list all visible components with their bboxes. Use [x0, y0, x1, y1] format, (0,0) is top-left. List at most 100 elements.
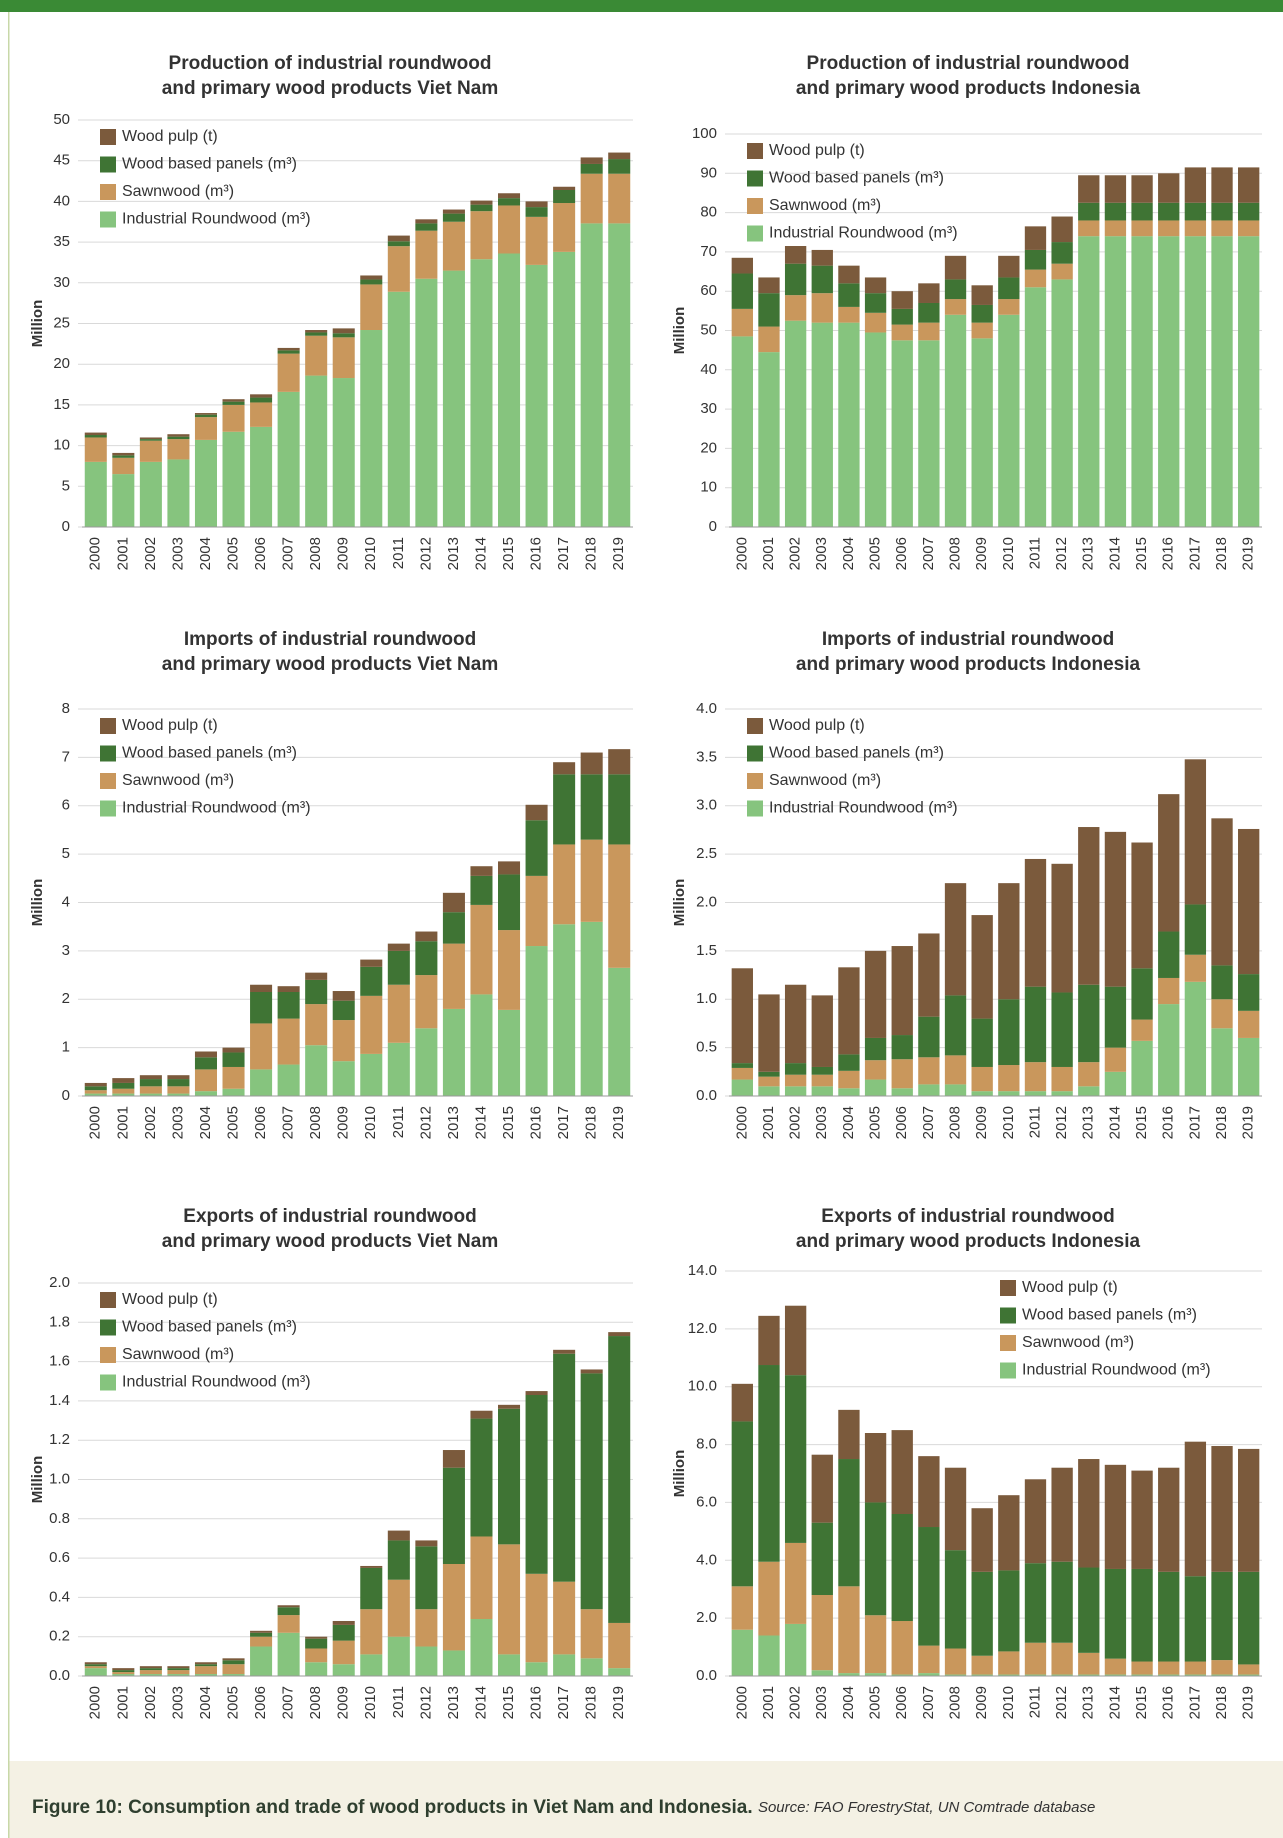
bar-segment: [442, 1563, 465, 1651]
bar-segment: [971, 1018, 993, 1067]
x-tick-label: 2000: [87, 1106, 104, 1139]
bar-segment: [112, 1082, 135, 1089]
x-tick-label: 2014: [472, 537, 489, 570]
bar-segment: [971, 304, 993, 323]
bar-segment: [415, 931, 438, 942]
bar-segment: [360, 1609, 383, 1655]
legend-swatch: [100, 745, 116, 762]
bar-segment: [332, 333, 355, 338]
bar-segment: [84, 437, 107, 462]
y-tick-label: 90: [700, 164, 717, 181]
bar-segment: [1051, 279, 1073, 527]
y-tick-label: 50: [700, 321, 717, 338]
bar-segment: [470, 211, 493, 260]
bar-segment: [525, 804, 548, 821]
x-tick-label: 2000: [733, 537, 750, 570]
bar-segment: [758, 277, 780, 294]
bar-segment: [277, 1018, 300, 1065]
bar-segment: [498, 861, 521, 875]
x-tick-label: 2004: [197, 1106, 214, 1139]
bar-segment: [1131, 1661, 1153, 1675]
bar-segment: [525, 1395, 548, 1574]
legend-swatch: [100, 773, 116, 789]
y-axis-label: Million: [29, 300, 46, 348]
x-tick-label: 2016: [1160, 537, 1177, 570]
bar-segment: [971, 1091, 993, 1096]
bar-segment: [998, 1091, 1020, 1096]
bar-segment: [1184, 1441, 1207, 1577]
y-tick-label: 10: [53, 437, 70, 454]
bar-segment: [1184, 981, 1207, 1096]
legend-swatch: [100, 1292, 116, 1308]
bar-segment: [1104, 220, 1127, 237]
x-tick-label: 2005: [224, 1106, 241, 1139]
bar-segment: [731, 1067, 753, 1080]
bar-segment: [608, 173, 631, 224]
y-tick-label: 40: [53, 192, 70, 209]
bar-segment: [1024, 287, 1047, 527]
x-tick-label: 2002: [787, 1106, 804, 1139]
bar-segment: [944, 279, 967, 300]
bar-segment: [498, 1544, 521, 1655]
bar-segment: [811, 1670, 833, 1676]
legend-label: Wood based panels (m³): [122, 156, 297, 173]
bar-segment: [387, 241, 410, 247]
y-tick-label: 30: [53, 274, 70, 291]
y-tick-label: 2: [62, 990, 70, 1007]
y-tick-label: 1.0: [696, 990, 717, 1007]
x-tick-label: 2011: [1026, 1686, 1043, 1718]
bar-segment: [112, 452, 135, 456]
bar-segment: [1238, 236, 1260, 527]
bar-segment: [305, 1638, 328, 1649]
bar-segment: [525, 820, 548, 876]
bar-segment: [1238, 202, 1260, 221]
bar-segment: [608, 1336, 631, 1623]
bar-segment: [811, 1522, 833, 1595]
bar-segment: [553, 190, 576, 204]
x-tick-label: 2006: [893, 537, 910, 570]
bar-segment: [838, 1586, 860, 1674]
bar-segment: [139, 1079, 162, 1087]
bar-segment: [277, 986, 300, 992]
bar-segment: [784, 246, 807, 264]
bar-segment: [525, 946, 548, 1096]
bar-segment: [838, 283, 860, 307]
bar-segment: [387, 1540, 410, 1580]
bar-segment: [112, 1088, 135, 1094]
bar-segment: [112, 1670, 135, 1673]
bar-segment: [998, 883, 1020, 1000]
bar-segment: [1211, 818, 1233, 966]
bar-segment: [1238, 828, 1260, 975]
x-tick-label: 2009: [335, 1106, 352, 1139]
chart-title: and primary wood products Viet Nam: [162, 1231, 498, 1252]
bar-segment: [332, 1061, 355, 1096]
bar-segment: [250, 991, 273, 1024]
bar-segment: [784, 263, 807, 296]
bar-segment: [1184, 167, 1207, 203]
x-tick-label: 2019: [610, 1106, 627, 1139]
x-tick-label: 2010: [1000, 1686, 1017, 1719]
bar-segment: [1051, 216, 1073, 243]
bar-segment: [1051, 1066, 1073, 1092]
bar-segment: [387, 235, 410, 242]
bar-segment: [784, 1375, 807, 1543]
bar-segment: [250, 1069, 273, 1096]
bar-segment: [838, 1409, 860, 1460]
bar-segment: [387, 950, 410, 985]
bar-segment: [470, 259, 493, 527]
bar-segment: [415, 1028, 438, 1096]
x-tick-label: 2017: [555, 1686, 572, 1719]
y-tick-label: 0.0: [49, 1667, 70, 1684]
x-tick-label: 2005: [867, 537, 884, 570]
bar-segment: [838, 1054, 860, 1071]
bar-segment: [387, 291, 410, 527]
x-tick-label: 2012: [417, 1686, 434, 1719]
x-tick-label: 2001: [114, 1686, 131, 1719]
bar-segment: [1211, 167, 1233, 203]
x-tick-label: 2011: [1026, 537, 1043, 569]
bar-segment: [891, 340, 913, 527]
x-tick-label: 2007: [280, 1106, 297, 1139]
x-tick-label: 2012: [417, 537, 434, 570]
bar-segment: [580, 1373, 603, 1610]
y-axis-label: Million: [29, 879, 46, 927]
